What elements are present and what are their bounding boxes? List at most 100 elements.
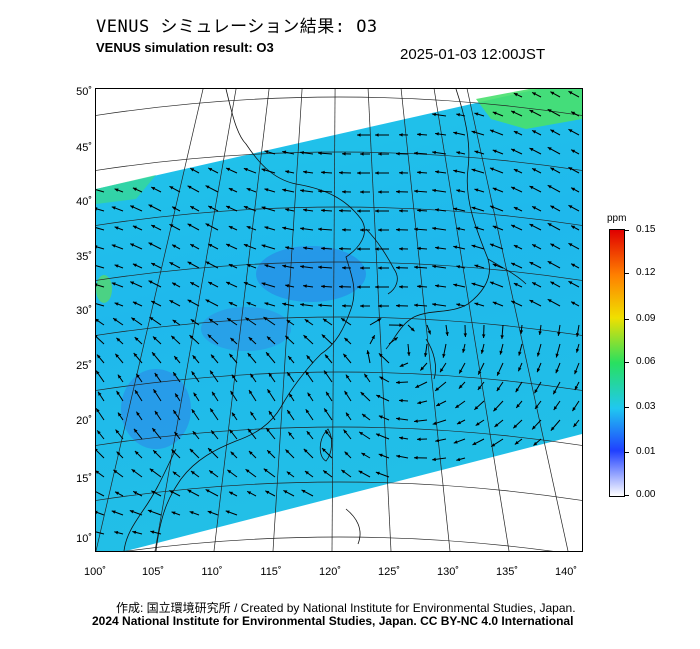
wind-arrow	[345, 412, 352, 421]
wind-arrow	[284, 335, 295, 345]
lat-label-25: 25˚	[76, 360, 92, 372]
wind-arrow	[264, 264, 276, 269]
wind-arrow	[519, 324, 524, 334]
longitude-line	[433, 89, 510, 551]
wind-arrow	[568, 90, 580, 98]
wind-arrow	[359, 266, 371, 270]
wind-arrow	[300, 151, 314, 155]
wind-arrow	[356, 133, 371, 137]
wind-arrow	[318, 189, 333, 193]
wind-arrow	[205, 185, 219, 193]
wind-arrow	[205, 223, 219, 231]
wind-arrow	[359, 304, 371, 308]
wind-arrow	[264, 188, 276, 193]
wind-arrow	[388, 336, 399, 345]
wind-arrow	[574, 381, 580, 391]
wind-arrow	[374, 133, 390, 137]
latitude-line	[96, 426, 582, 446]
wind-arrow	[320, 208, 333, 213]
latitude-line	[96, 261, 582, 281]
wind-arrow	[134, 450, 143, 459]
wind-arrow	[133, 352, 143, 364]
wind-arrow	[398, 133, 409, 137]
wind-arrow	[407, 324, 415, 332]
wind-arrow	[285, 208, 295, 212]
wind-arrow	[399, 436, 409, 440]
wind-arrow	[416, 132, 428, 137]
wind-arrow	[189, 448, 200, 459]
lon-label-125: 125˚	[377, 566, 401, 578]
wind-arrow	[343, 429, 352, 440]
wind-arrow	[151, 427, 162, 440]
wind-arrow	[570, 263, 580, 269]
wind-arrow	[477, 381, 485, 391]
wind-arrow	[512, 419, 523, 429]
low-ozone-patch	[256, 246, 366, 302]
colorbar	[609, 229, 625, 497]
wind-arrow	[210, 430, 219, 440]
wind-arrow	[374, 247, 390, 251]
wind-arrow	[416, 170, 428, 175]
wind-arrow	[169, 185, 181, 193]
wind-arrow	[489, 243, 504, 250]
wind-arrow	[538, 324, 542, 335]
wind-arrow	[322, 318, 333, 326]
wind-arrow	[529, 223, 542, 231]
wind-arrow	[318, 265, 333, 269]
lon-label-140: 140˚	[554, 566, 578, 578]
wind-arrow	[288, 431, 295, 440]
wind-arrow	[268, 410, 276, 421]
wind-arrow	[131, 468, 143, 478]
wind-arrow	[324, 354, 333, 364]
wind-arrow	[304, 470, 314, 478]
wind-arrow	[135, 373, 143, 383]
colorbar-tickmark	[624, 319, 629, 320]
wind-arrow	[366, 350, 371, 364]
wind-arrow	[531, 129, 542, 136]
wind-arrow	[340, 317, 352, 326]
wind-arrow	[150, 262, 162, 269]
longitude-line	[400, 89, 451, 551]
wind-arrow	[356, 171, 371, 175]
wind-arrow	[356, 247, 371, 251]
wind-arrow	[369, 334, 376, 345]
wind-arrow	[171, 206, 181, 212]
wind-arrow	[96, 408, 105, 421]
wind-arrow	[432, 188, 447, 193]
wind-arrow	[96, 318, 105, 326]
wind-arrow	[413, 303, 428, 308]
wind-arrow	[456, 265, 466, 269]
wind-arrow	[129, 205, 143, 212]
wind-arrow	[474, 264, 485, 269]
wind-arrow	[550, 205, 561, 212]
graticule	[96, 89, 582, 551]
wind-arrow	[324, 430, 333, 440]
wind-arrow	[513, 168, 523, 174]
wind-arrow	[225, 281, 238, 288]
wind-arrow	[192, 430, 200, 440]
wind-arrow	[207, 243, 219, 250]
wind-arrow	[396, 454, 409, 459]
wind-arrow	[96, 370, 105, 383]
wind-arrow	[132, 187, 143, 193]
wind-arrow	[568, 166, 580, 174]
wind-arrow	[209, 408, 219, 421]
wind-arrow	[96, 491, 105, 497]
low-ozone-patch	[121, 369, 191, 449]
wind-arrow	[395, 190, 409, 194]
wind-arrow	[243, 167, 257, 174]
wind-arrow	[529, 147, 542, 155]
colorbar-tick-label: 0.06	[636, 356, 656, 367]
wind-arrow	[318, 303, 333, 307]
wind-arrow	[96, 354, 105, 364]
wind-arrow	[285, 284, 295, 288]
colorbar-tick-label: 0.12	[636, 267, 656, 278]
colorbar-tickmark	[624, 452, 629, 453]
wind-arrow	[474, 400, 485, 411]
wind-arrow	[529, 299, 542, 307]
wind-arrow	[377, 152, 390, 156]
wind-arrow	[555, 362, 561, 374]
wind-arrow	[116, 451, 124, 459]
wind-arrow	[399, 362, 409, 368]
wind-arrow	[96, 448, 105, 459]
